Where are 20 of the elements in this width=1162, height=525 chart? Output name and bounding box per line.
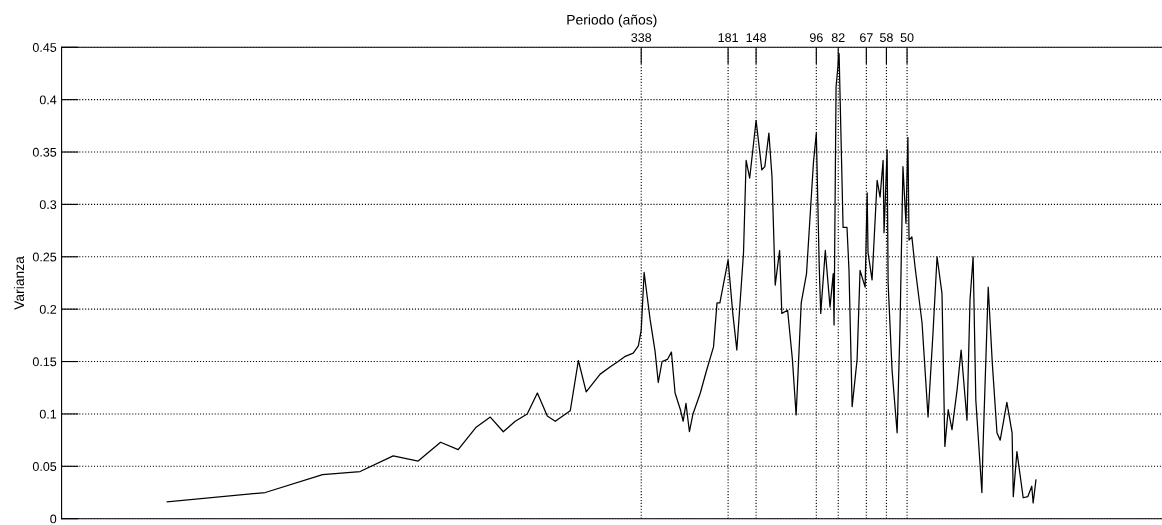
y-axis-title: Varianza	[13, 256, 25, 310]
x-tick-label: 338	[631, 33, 652, 42]
y-tick-label: 0.35	[32, 147, 57, 157]
y-tick-label: 0.25	[32, 252, 57, 262]
x-tick-label: 148	[746, 33, 766, 42]
y-tick-label: 0.15	[32, 357, 57, 367]
x-tick-label: 96	[809, 33, 823, 42]
x-tick-label: 58	[879, 33, 893, 42]
y-tick-label: 0.3	[39, 200, 57, 210]
y-tick-label: 0.4	[39, 95, 57, 105]
x-tick-label: 67	[860, 33, 873, 42]
y-tick-label: 0.05	[32, 462, 57, 471]
y-tick-label: 0.1	[39, 409, 57, 419]
x-tick-label: 181	[718, 33, 738, 42]
y-tick-label: 0.45	[32, 43, 57, 52]
x-tick-label: 50	[900, 33, 914, 42]
y-tick-label: 0	[50, 514, 57, 524]
y-tick-label: 0.2	[39, 304, 57, 314]
x-tick-label: 82	[831, 33, 845, 42]
x-axis-title: Periodo (años)	[567, 14, 657, 28]
